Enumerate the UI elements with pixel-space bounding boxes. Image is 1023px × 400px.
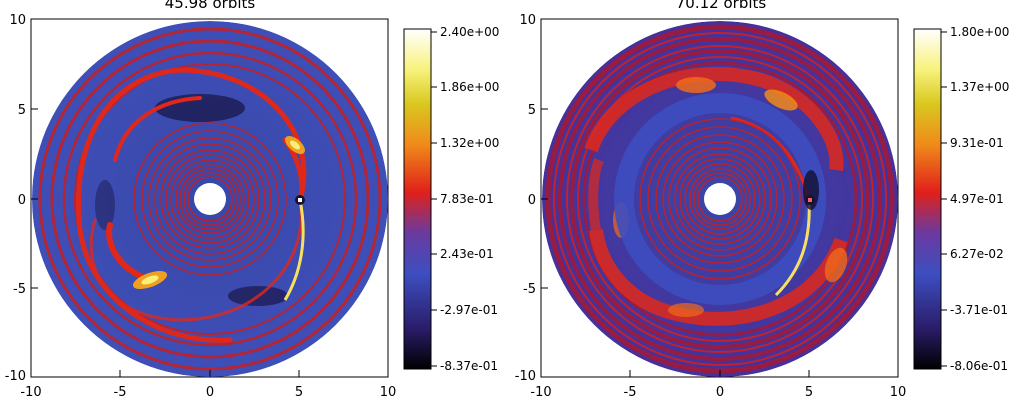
x-tick-label: -10 [530, 385, 551, 400]
x-tick-label: 10 [890, 385, 907, 400]
x-tick-label: -10 [20, 385, 41, 400]
panel-right: 70.12 orbits [511, 0, 1022, 400]
colorbar-tick-label: 9.31e-01 [950, 136, 1004, 150]
y-tick-label: -5 [13, 282, 26, 297]
y-tick-label: 0 [528, 193, 536, 208]
x-tick-label: 10 [380, 385, 397, 400]
y-tick-label: -10 [515, 369, 536, 384]
colorbar-tick-label: 7.83e-01 [440, 192, 494, 206]
colorbar-tick-label: 4.97e-01 [950, 192, 1004, 206]
y-tick-label: -10 [5, 369, 26, 384]
colorbar-tick-label: 1.37e+00 [950, 80, 1009, 94]
x-tick-label: 5 [805, 385, 813, 400]
panel-left: 45.98 orbits [0, 0, 511, 400]
colorbar-tick-label: 1.80e+00 [950, 25, 1009, 39]
colorbar-tick-label: -8.06e-01 [950, 359, 1008, 373]
disk-right [542, 21, 898, 377]
y-tick-label: 10 [519, 13, 536, 28]
x-tick-label: 0 [206, 385, 214, 400]
x-tick-label: 5 [295, 385, 303, 400]
colorbar-tick-label: -8.37e-01 [440, 359, 498, 373]
colorbar-tick-label: 2.43e-01 [440, 247, 494, 261]
colorbar-tick-label: 6.27e-02 [950, 247, 1004, 261]
y-tick-label: 5 [528, 103, 536, 118]
colorbar-right [913, 28, 942, 370]
disk-left [32, 21, 388, 377]
colorbar-tick-label: -3.71e-01 [950, 303, 1008, 317]
density-map-left: -10 -5 0 5 10 10 5 0 -5 -10 2.40e+00 1.8… [5, 13, 500, 400]
colorbar-tick-label: -2.97e-01 [440, 303, 498, 317]
colorbar-tick-label: 1.32e+00 [440, 136, 499, 150]
colorbar-tick-label: 2.40e+00 [440, 25, 499, 39]
colorbar-left [403, 28, 432, 370]
x-tick-label: 0 [716, 385, 724, 400]
y-tick-label: 0 [18, 193, 26, 208]
panel-title-right: 70.12 orbits [675, 0, 767, 12]
colorbar-tick-label: 1.86e+00 [440, 80, 499, 94]
panel-title-left: 45.98 orbits [164, 0, 256, 12]
y-tick-label: 10 [9, 13, 26, 28]
density-map-right: -10 -5 0 5 10 10 5 0 -5 -10 1.80e+00 1.3… [515, 13, 1010, 400]
x-tick-label: -5 [114, 385, 127, 400]
y-tick-label: 5 [18, 103, 26, 118]
x-tick-label: -5 [624, 385, 637, 400]
y-tick-label: -5 [523, 282, 536, 297]
